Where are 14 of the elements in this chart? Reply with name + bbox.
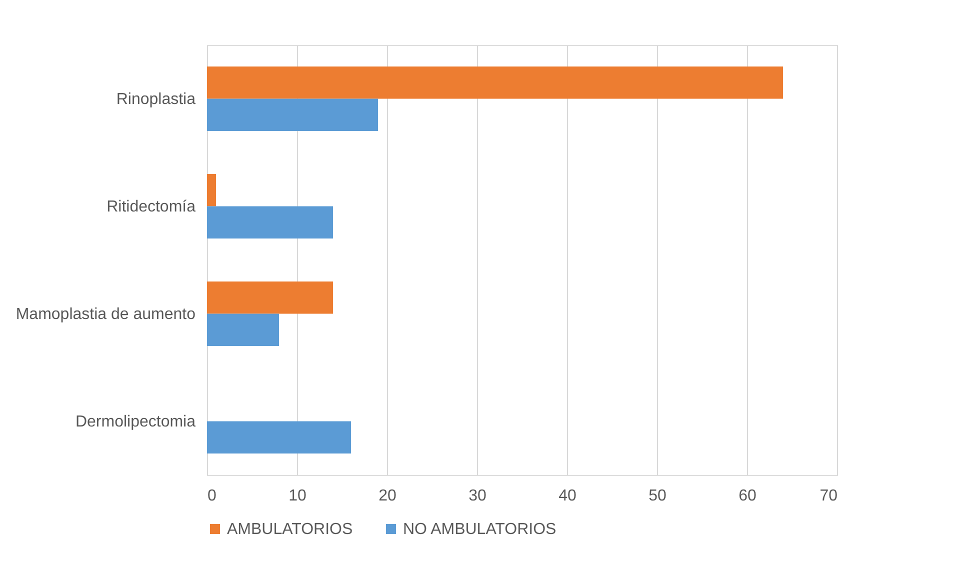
y-tick-label: Mamoplastia de aumento xyxy=(16,306,196,323)
x-tick-label: 0 xyxy=(208,488,216,504)
legend-label: AMBULATORIOS xyxy=(227,521,353,538)
x-tick-label: 60 xyxy=(738,488,756,504)
y-tick-label: Ritidectomía xyxy=(106,198,196,216)
x-tick-label: 50 xyxy=(648,488,666,504)
x-tick-label: 70 xyxy=(820,488,838,504)
y-tick-label: Rinoplastia xyxy=(116,90,196,108)
x-tick-label: 30 xyxy=(468,488,486,504)
x-tick-label: 20 xyxy=(378,488,396,504)
x-tick-label: 10 xyxy=(288,488,306,504)
x-tick-label: 40 xyxy=(558,488,576,504)
y-tick-label: Dermolipectomia xyxy=(75,413,196,430)
legend-label: NO AMBULATORIOS xyxy=(403,521,556,538)
